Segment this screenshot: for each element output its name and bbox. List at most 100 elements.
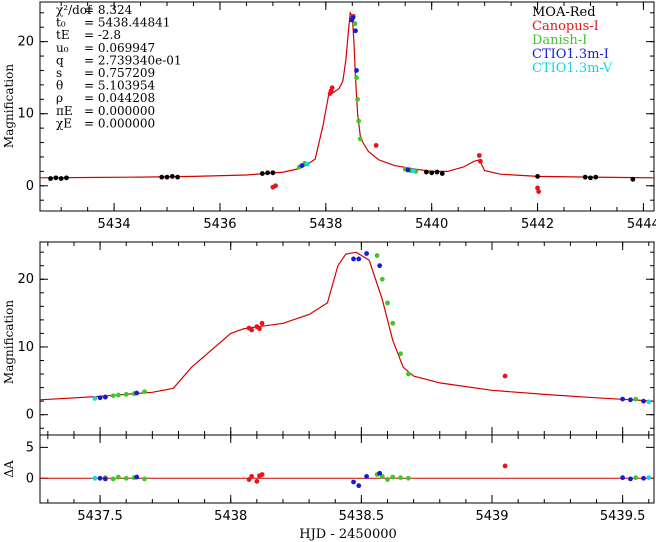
y-tick-label: 5 [26, 440, 34, 455]
data-point [410, 168, 416, 174]
data-point [356, 483, 362, 489]
y-tick-label: 0 [26, 179, 34, 194]
data-point [633, 396, 639, 402]
data-point [123, 475, 129, 481]
data-point [357, 136, 363, 142]
data-point [377, 263, 383, 269]
x-tick-label: 5438 [309, 217, 342, 232]
data-point [169, 174, 175, 179]
data-point [405, 167, 411, 173]
fit-parameter-label: t₀ [56, 16, 66, 30]
zoom-panel-model [39, 251, 655, 402]
data-point [110, 393, 116, 399]
data-point [164, 174, 170, 180]
data-point [502, 463, 508, 469]
y-tick-label: 20 [17, 35, 34, 50]
data-point [373, 143, 379, 148]
data-point [356, 118, 362, 124]
data-point [476, 153, 482, 158]
data-point [620, 396, 626, 402]
data-point [249, 327, 255, 333]
y-tick-label: 10 [17, 107, 34, 122]
residual-panel-ylabel: ΔA [2, 460, 16, 478]
zoom-panel-ticks: 0 10 20 [17, 242, 654, 435]
data-point [434, 169, 440, 175]
data-point [535, 174, 540, 179]
data-point [354, 68, 359, 73]
fit-parameter-label: u₀ [56, 41, 69, 55]
data-point [352, 21, 358, 27]
y-tick-label: 10 [17, 340, 34, 355]
fit-parameter-value: = 0.757209 [84, 66, 155, 80]
data-point [536, 189, 542, 194]
data-point [630, 176, 636, 182]
data-point [110, 476, 116, 482]
data-point [354, 75, 359, 81]
fit-parameter-value: = -2.8 [84, 28, 121, 42]
data-point [582, 174, 588, 180]
x-axis-label: HJD - 2450000 [299, 527, 397, 542]
zoom-panel-points [92, 251, 652, 405]
residual-panel-ticks: 5437.5 5438 5438.5 5439 5439.5 0 5 [26, 435, 654, 524]
data-point [249, 474, 255, 479]
data-point [123, 391, 129, 397]
data-point [175, 174, 181, 180]
data-point [58, 176, 64, 181]
data-point [439, 171, 445, 176]
data-point [259, 320, 265, 326]
fit-parameter-value: = 0.000000 [84, 104, 155, 118]
fit-parameter-value: = 8.324 [84, 3, 133, 17]
legend-entry: CTIO1.3m-I [532, 47, 609, 62]
data-point [641, 475, 646, 481]
data-point [398, 475, 403, 481]
data-point [379, 276, 385, 282]
data-point [257, 326, 262, 332]
data-point [134, 474, 140, 480]
x-tick-label: 5438 [214, 509, 247, 524]
y-tick-label: 0 [26, 471, 34, 486]
fit-parameter-label: θ [56, 79, 63, 93]
data-point [115, 392, 121, 398]
data-point [385, 477, 390, 482]
data-point [398, 351, 403, 357]
legend-entry: Danish-I [532, 33, 587, 48]
residual-panel-points [92, 463, 652, 489]
fit-parameter-label: ρ [56, 91, 63, 105]
fit-parameter-label: tE [56, 28, 70, 42]
fit-parameter-value: = 2.739340e-01 [84, 53, 182, 67]
data-point [159, 174, 165, 180]
legend-entry: MOA-Red [532, 5, 596, 20]
zoom-panel-ylabel: Magnification [2, 300, 16, 384]
data-point [350, 15, 356, 21]
data-point [406, 475, 411, 481]
data-point [265, 170, 271, 176]
fit-parameter-label: q [56, 53, 64, 67]
data-point [364, 251, 369, 256]
zoom-panel: 0 10 20 Magnification [2, 241, 655, 436]
y-tick-label: 20 [17, 272, 34, 287]
data-point [254, 478, 260, 484]
data-point [641, 398, 646, 404]
data-point [390, 320, 396, 326]
fit-parameter-value: = 5.103954 [84, 79, 155, 93]
data-point [92, 396, 98, 401]
data-point [477, 158, 483, 164]
fit-parameter-value: = 0.000000 [84, 116, 155, 130]
x-tick-label: 5444 [627, 217, 656, 232]
data-point [351, 256, 356, 262]
residual-panel-frame [39, 434, 655, 504]
x-tick-label: 5439 [475, 509, 508, 524]
data-point [364, 474, 369, 479]
data-point [646, 399, 652, 405]
top-panel-ylabel: Magnification [2, 64, 16, 148]
data-point [134, 390, 140, 396]
fit-parameter-value: = 0.044208 [84, 91, 155, 105]
data-point [628, 397, 633, 403]
fit-parameter-value: = 0.069947 [84, 41, 155, 55]
data-point [385, 300, 390, 306]
data-point [97, 395, 103, 401]
y-tick-label: 0 [26, 408, 34, 423]
legend: MOA-RedCanopus-IDanish-ICTIO1.3m-ICTIO1.… [532, 5, 613, 76]
data-point [593, 174, 599, 180]
